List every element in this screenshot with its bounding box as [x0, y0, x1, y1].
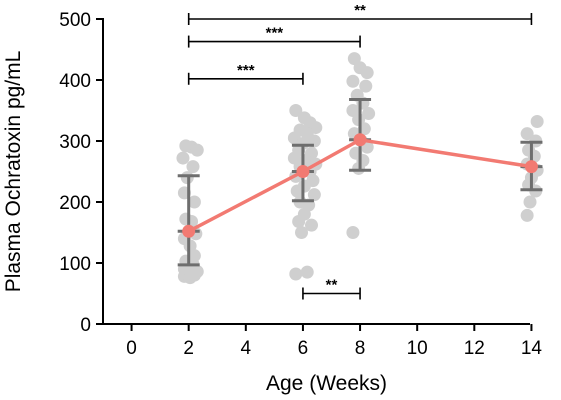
data-point	[186, 160, 200, 174]
data-point	[300, 265, 314, 279]
x-tick-label: 6	[298, 338, 309, 359]
significance-label: ***	[266, 25, 284, 42]
significance-label: **	[354, 2, 366, 19]
y-tick-label: 200	[59, 193, 91, 214]
data-point	[290, 184, 304, 198]
data-point	[520, 127, 534, 141]
x-tick-label: 10	[407, 338, 428, 359]
mean-line	[187, 137, 532, 233]
data-point	[183, 271, 197, 285]
data-point	[530, 114, 544, 128]
data-point	[523, 195, 537, 209]
data-point	[520, 208, 534, 222]
mean-point	[296, 165, 310, 178]
x-axis-title: Age (Weeks)	[266, 372, 387, 395]
data-point	[362, 107, 376, 121]
y-axis-title: Plasma Ochratoxin pg/mL	[2, 51, 25, 293]
x-tick-label: 8	[355, 338, 366, 359]
data-point	[346, 226, 360, 239]
data-point	[187, 195, 201, 209]
axes: 0 100 200 300 400 500 0 2 4 6 8 10 12 14	[59, 10, 542, 359]
mean-point	[353, 133, 367, 147]
significance-label: **	[326, 277, 338, 294]
data-point	[305, 218, 319, 232]
x-tick-label: 4	[241, 338, 252, 359]
y-tick-label: 400	[59, 71, 91, 92]
y-tick-label: 500	[59, 10, 91, 31]
data-point	[289, 267, 303, 281]
data-point	[307, 188, 321, 202]
data-point	[292, 215, 306, 229]
y-tick-label: 300	[59, 132, 91, 153]
data-point	[346, 74, 360, 88]
data-point	[190, 143, 204, 157]
mean-point	[182, 224, 196, 238]
data-point	[176, 151, 190, 165]
mean-point	[524, 160, 538, 174]
x-tick-label: 14	[521, 338, 543, 359]
y-tick-label: 0	[80, 315, 91, 336]
data-point	[359, 79, 373, 93]
x-tick-label: 12	[464, 338, 485, 359]
data-point	[360, 66, 374, 80]
plot-area	[176, 52, 544, 285]
data-point	[295, 226, 309, 239]
y-tick-label: 100	[59, 254, 91, 275]
data-point	[289, 104, 303, 117]
x-tick-label: 2	[183, 338, 194, 359]
significance-layer: **********	[187, 2, 533, 300]
significance-label: ***	[237, 62, 255, 79]
x-tick-label: 0	[126, 338, 137, 359]
